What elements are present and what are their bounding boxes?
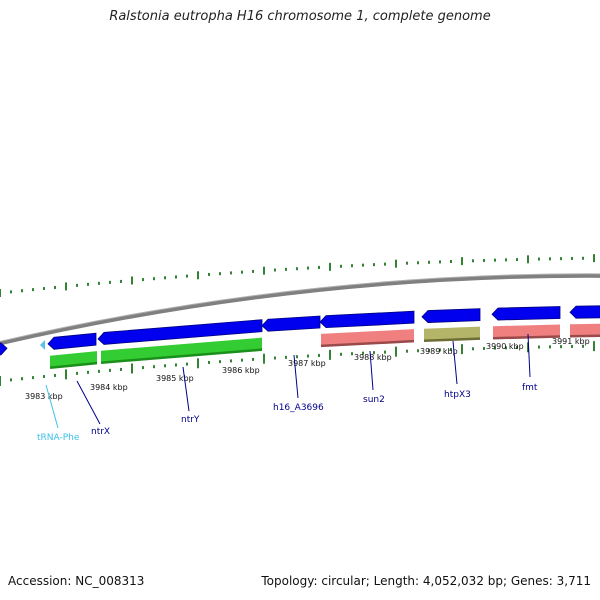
gene-label-h16_A3696[interactable]: h16_A3696 <box>273 403 324 413</box>
cds-arrow-fmt <box>491 306 561 321</box>
gene-label-trna-phe[interactable]: tRNA-Phe <box>37 433 80 443</box>
map-title: Ralstonia eutropha H16 chromosome 1, com… <box>109 9 491 24</box>
outer-tick-ring <box>0 254 595 297</box>
scale-label: 3991 kbp <box>552 337 590 346</box>
genome-summary-text: Topology: circular; Length: 4,052,032 bp… <box>261 574 591 588</box>
feature-bar <box>570 323 600 337</box>
scale-label: 3990 kbp <box>486 342 524 351</box>
scale-label: 3983 kbp <box>25 392 63 401</box>
cds-arrow <box>0 342 8 356</box>
gene-label-ntrY[interactable]: ntrY <box>181 415 200 425</box>
gene-label-sun2[interactable]: sun2 <box>363 395 385 405</box>
cds-arrow-htpX3 <box>421 308 481 323</box>
gene-label-ntrX[interactable]: ntrX <box>91 427 110 437</box>
scale-label: 3986 kbp <box>222 366 260 375</box>
cds-arrow-sun2 <box>319 310 415 329</box>
scale-label: 3985 kbp <box>156 374 194 383</box>
gene-label-fmt[interactable]: fmt <box>522 383 538 393</box>
inner-tick-ring <box>0 341 595 386</box>
gene-labels: tRNA-Phe ntrX ntrY h16_A3696 sun2 htpX3 fmt <box>37 333 538 443</box>
scale-label: 3989 kbp <box>420 347 458 356</box>
cds-arrow <box>569 305 600 319</box>
feature-bar-fmt <box>493 324 560 339</box>
genome-backbone <box>0 273 600 346</box>
feature-track <box>0 305 600 369</box>
cds-arrow-h16_A3696 <box>261 315 321 332</box>
cds-arrow-ntrX <box>47 332 97 350</box>
feature-bar-ntrY <box>101 337 262 363</box>
scale-labels: 3983 kbp 3984 kbp 3985 kbp 3986 kbp 3987 kbp… <box>25 337 590 401</box>
scale-label: 3988 kbp <box>354 353 392 362</box>
gene-label-htpX3[interactable]: htpX3 <box>444 390 471 400</box>
scale-label: 3984 kbp <box>90 383 128 392</box>
feature-bar-htpX3 <box>424 326 480 341</box>
genome-backbone-highlight <box>0 273 600 342</box>
accession-text: Accession: NC_008313 <box>8 574 145 588</box>
trna-marker <box>40 340 45 350</box>
scale-label: 3987 kbp <box>288 359 326 368</box>
